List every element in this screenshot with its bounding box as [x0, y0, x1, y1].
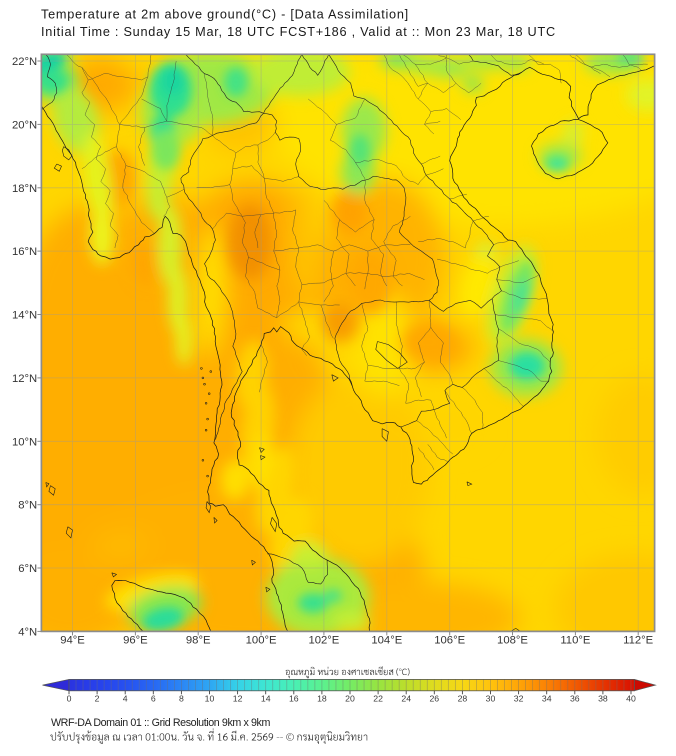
svg-text:4: 4 — [123, 693, 128, 703]
svg-text:22°N: 22°N — [12, 56, 37, 68]
svg-text:WRF-DA Domain 01 :: Grid Resol: WRF-DA Domain 01 :: Grid Resolution 9km … — [51, 717, 270, 729]
svg-text:102°E: 102°E — [308, 635, 339, 647]
svg-text:94°E: 94°E — [60, 635, 85, 647]
svg-text:104°E: 104°E — [371, 635, 402, 647]
svg-text:18°N: 18°N — [12, 183, 37, 195]
svg-text:40: 40 — [626, 693, 636, 703]
svg-text:16: 16 — [289, 693, 299, 703]
svg-text:112°E: 112°E — [623, 635, 654, 647]
svg-text:34: 34 — [542, 693, 552, 703]
svg-text:2: 2 — [95, 693, 100, 703]
svg-text:108°E: 108°E — [497, 635, 528, 647]
svg-text:26: 26 — [429, 693, 439, 703]
svg-text:14°N: 14°N — [12, 310, 37, 322]
svg-text:38: 38 — [598, 693, 608, 703]
svg-text:12: 12 — [233, 693, 243, 703]
svg-text:24: 24 — [401, 693, 411, 703]
svg-text:10°N: 10°N — [12, 436, 37, 448]
svg-text:Initial Time : Sunday 15 Mar,: Initial Time : Sunday 15 Mar, 18 UTC FCS… — [41, 25, 556, 39]
svg-text:Temperature at 2m above ground: Temperature at 2m above ground(°C) - [Da… — [41, 7, 409, 21]
svg-text:8°N: 8°N — [18, 500, 37, 512]
svg-text:12°N: 12°N — [12, 373, 37, 385]
svg-text:100°E: 100°E — [246, 635, 277, 647]
svg-text:98°E: 98°E — [186, 635, 211, 647]
svg-text:32: 32 — [514, 693, 524, 703]
svg-text:16°N: 16°N — [12, 246, 37, 258]
svg-text:20°N: 20°N — [12, 119, 37, 131]
svg-text:14: 14 — [261, 693, 271, 703]
svg-text:8: 8 — [179, 693, 184, 703]
svg-text:28: 28 — [458, 693, 468, 703]
svg-text:10: 10 — [205, 693, 215, 703]
svg-text:0: 0 — [67, 693, 72, 703]
svg-text:18: 18 — [317, 693, 327, 703]
svg-text:6: 6 — [151, 693, 156, 703]
svg-text:4°N: 4°N — [18, 626, 37, 638]
svg-text:6°N: 6°N — [18, 563, 37, 575]
svg-text:20: 20 — [345, 693, 355, 703]
svg-text:110°E: 110°E — [560, 635, 591, 647]
svg-text:96°E: 96°E — [123, 635, 148, 647]
svg-text:106°E: 106°E — [434, 635, 465, 647]
svg-text:30: 30 — [486, 693, 496, 703]
svg-text:36: 36 — [570, 693, 580, 703]
svg-text:22: 22 — [373, 693, 383, 703]
